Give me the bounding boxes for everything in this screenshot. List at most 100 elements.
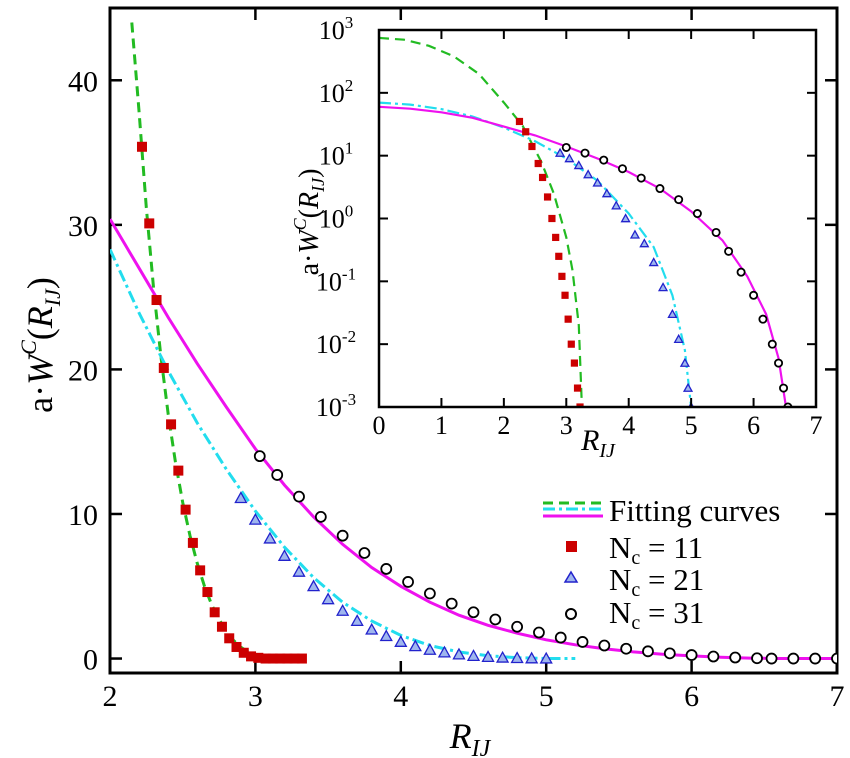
legend-triangle-marker <box>563 570 579 583</box>
inset-y-tick-base: 10 <box>319 79 345 108</box>
main-point-square <box>144 218 155 229</box>
inset-point-triangle <box>573 160 584 170</box>
inset-point-square <box>573 384 582 392</box>
inset-point-triangle <box>679 357 690 367</box>
inset-y-tick-base: 10 <box>316 393 342 422</box>
main-point-circle <box>358 547 371 559</box>
inset-x-axis-title: RIJ <box>580 424 616 462</box>
main-point-square <box>296 653 307 664</box>
main-point-square <box>209 607 220 618</box>
inset-point-triangle <box>667 308 678 319</box>
inset-y-tick-base: 10 <box>316 330 342 359</box>
main-point-circle <box>809 652 822 665</box>
inset-point-circle <box>674 195 684 205</box>
inset-x-tick-label: 5 <box>685 411 698 440</box>
main-point-triangle <box>248 512 263 525</box>
inset-x-tick-label: 7 <box>810 411 823 440</box>
main-point-circle <box>402 576 414 588</box>
main-point-square <box>246 651 257 662</box>
inset-point-square <box>543 193 552 201</box>
inset-point-triangle <box>648 257 659 267</box>
main-x-tick-label: 5 <box>539 680 554 713</box>
inset-point-triangle <box>620 213 631 223</box>
main-fit-curve-fit-21 <box>110 248 576 660</box>
legend-circle-marker <box>565 608 577 620</box>
inset-x-tick-label: 1 <box>435 411 448 440</box>
inset-fit-curve-fit-11 <box>379 36 583 407</box>
inset-y-tick-base: 10 <box>316 267 342 296</box>
inset-point-circle <box>655 184 665 194</box>
main-point-square <box>282 653 293 664</box>
inset-x-tick-label: 3 <box>560 411 573 440</box>
inset-point-circle <box>636 173 646 183</box>
main-point-square <box>180 504 191 515</box>
inset-y-tick-base: 10 <box>319 142 345 171</box>
main-point-triangle <box>437 645 452 658</box>
main-point-circle <box>489 613 502 626</box>
main-point-square <box>238 647 249 658</box>
inset-x-tick-label: 4 <box>622 411 635 440</box>
main-x-tick-label: 7 <box>830 680 845 713</box>
inset-point-circle <box>758 314 768 324</box>
main-point-square <box>187 537 198 548</box>
inset-point-circle <box>736 267 746 277</box>
main-point-triangle <box>277 549 292 561</box>
inset-point-circle <box>779 383 789 393</box>
main-point-triangle <box>263 531 277 544</box>
main-y-tick-label: 10 <box>68 499 98 532</box>
inset-point-square <box>515 117 524 126</box>
main-point-square <box>202 587 213 598</box>
main-y-tick-label: 30 <box>68 210 98 243</box>
inset-point-square <box>538 173 547 182</box>
inset-point-circle <box>724 246 734 256</box>
main-point-triangle <box>234 491 248 504</box>
inset-y-tick-label: 100 <box>319 202 354 234</box>
svg-text:a·WC(RIJ): a·WC(RIJ) <box>16 277 65 413</box>
main-point-circle <box>729 651 742 664</box>
inset-background <box>379 30 816 407</box>
main-point-circle <box>576 636 589 648</box>
main-x-tick-label: 6 <box>684 680 699 713</box>
inset-point-square <box>555 252 563 260</box>
main-point-circle <box>314 510 327 523</box>
legend-square-marker <box>566 541 577 552</box>
main-point-circle <box>533 626 545 639</box>
main-point-triangle <box>423 643 437 655</box>
main-point-circle <box>663 647 676 660</box>
main-y-axis-title: a·WC(RIJ) <box>16 277 65 413</box>
main-point-circle <box>554 631 567 644</box>
main-point-triangle <box>510 651 524 664</box>
inset-y-tick-label: 10-3 <box>316 390 356 422</box>
inset-point-circle <box>767 339 777 349</box>
inset-point-square <box>548 214 556 223</box>
inset-point-square <box>552 233 560 242</box>
main-point-circle <box>511 620 524 633</box>
inset-point-triangle <box>629 229 641 239</box>
main-point-square <box>260 653 271 664</box>
main-point-square <box>166 419 177 430</box>
main-series-group <box>110 22 837 665</box>
main-point-square <box>216 621 227 632</box>
main-point-square <box>231 641 242 652</box>
main-x-axis-title: RIJ <box>449 716 492 758</box>
inset-y-tick-base: 10 <box>319 205 345 234</box>
main-plot-frame <box>108 6 839 675</box>
inset-series-group <box>379 36 793 407</box>
inset-point-circle <box>561 142 571 152</box>
inset-y-tick-exp: 2 <box>345 76 354 95</box>
main-point-triangle <box>394 635 408 647</box>
main-point-triangle <box>495 650 510 663</box>
main-point-square <box>253 652 264 663</box>
main-point-square <box>136 141 147 152</box>
main-point-triangle <box>408 639 422 652</box>
inset-y-tick-exp: 1 <box>345 139 354 158</box>
inset-y-tick-label: 10-1 <box>316 264 356 296</box>
main-point-square <box>173 465 184 476</box>
inset-y-tick-exp: 0 <box>345 202 354 221</box>
inset-point-triangle <box>592 177 603 187</box>
main-point-square <box>195 565 206 576</box>
inset-point-square <box>522 128 530 136</box>
main-point-square <box>275 653 286 664</box>
main-point-circle <box>253 450 266 463</box>
